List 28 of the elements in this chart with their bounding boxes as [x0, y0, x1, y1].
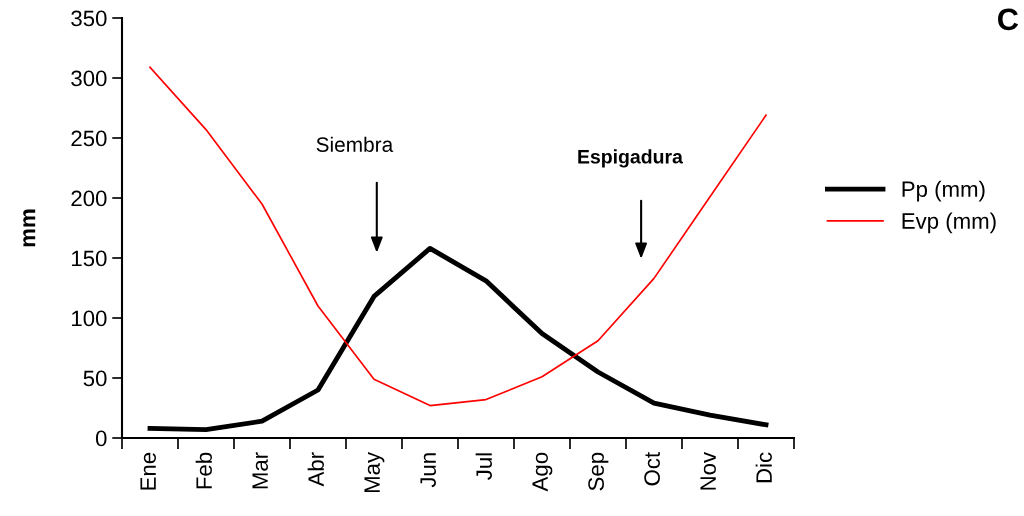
x-tick-label: Mar — [252, 452, 268, 489]
x-tick-label: Jun — [420, 453, 436, 488]
annotation: Siembra — [316, 136, 394, 152]
line-series — [147, 245, 769, 433]
y-tick-label: 0 — [95, 430, 107, 447]
x-tick-label: Feb — [195, 452, 212, 489]
y-tick-label: 150 — [72, 250, 107, 267]
x-tick-label: Dic — [755, 452, 772, 483]
text: C — [998, 8, 1019, 31]
y-axis-title: mm — [23, 209, 36, 247]
legend-label: Evp (mm) — [902, 212, 996, 234]
x-tick-label: Nov — [700, 451, 716, 490]
y-tick-label: 350 — [71, 10, 107, 27]
x-tick-label: Jul — [475, 453, 492, 480]
x-tick-label: May — [364, 451, 385, 493]
y-tick-label: 250 — [71, 130, 107, 147]
x-tick-label: Oct — [644, 452, 660, 486]
legend-label: Pp (mm) — [902, 180, 985, 202]
y-tick-label: 200 — [71, 190, 107, 207]
x-tick-label: Abr — [307, 452, 324, 487]
annotation: Espigadura — [578, 149, 683, 168]
x-tick-label: Ago — [532, 452, 553, 492]
y-tick-label: 100 — [72, 310, 107, 327]
x-tick-label: Sep — [588, 452, 609, 491]
y-tick-label: 50 — [83, 370, 107, 387]
y-tick-label: 300 — [71, 70, 107, 87]
line-series — [149, 66, 767, 407]
x-tick-label: Ene — [140, 452, 156, 490]
